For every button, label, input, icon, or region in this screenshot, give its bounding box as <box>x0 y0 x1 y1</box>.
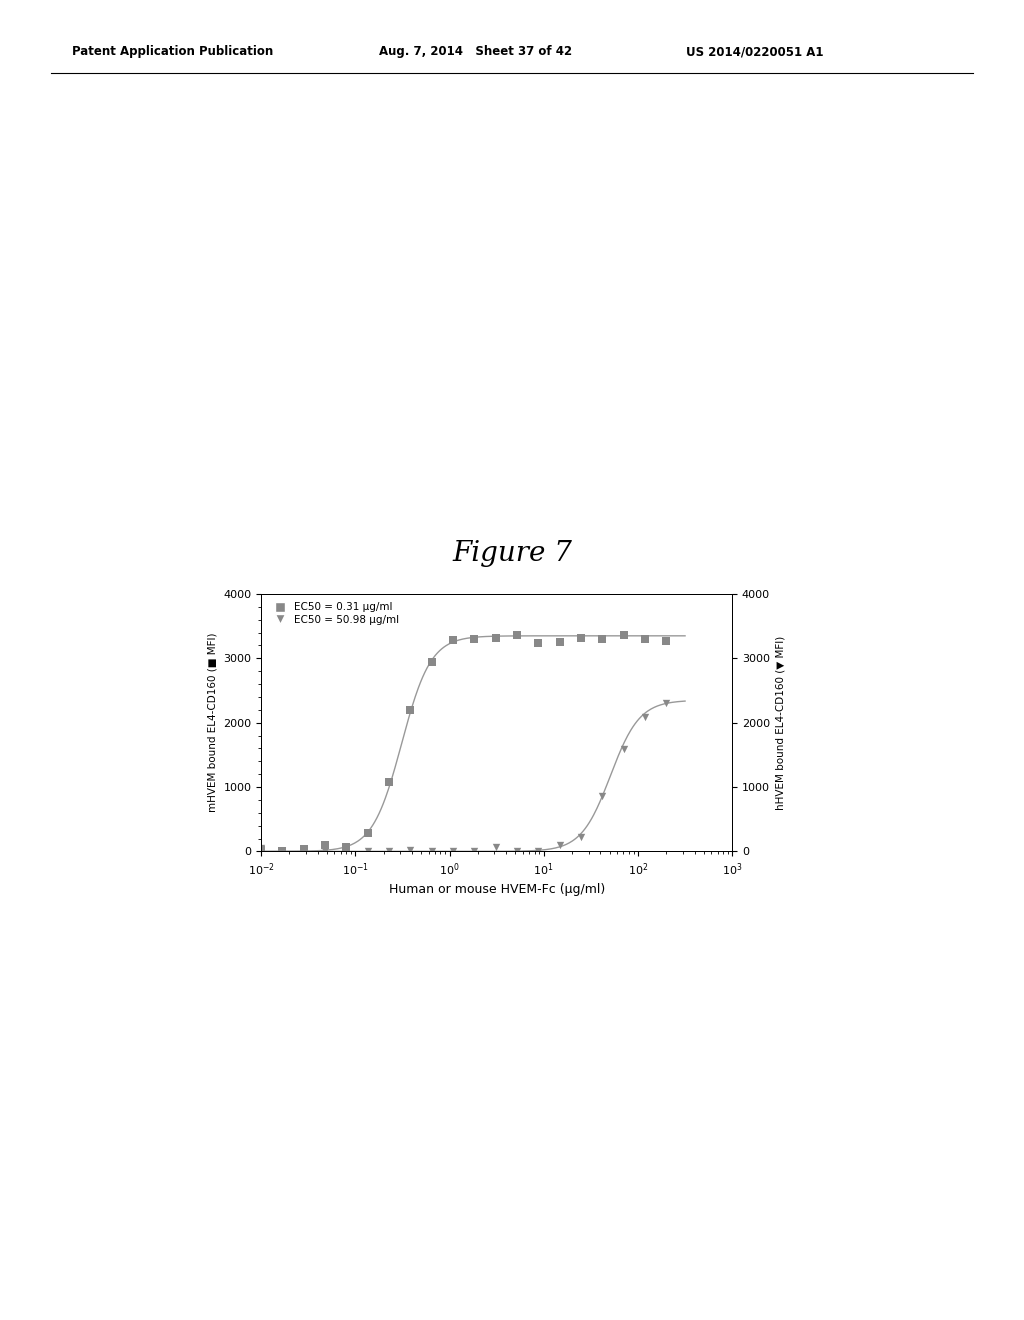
Point <box>637 706 653 727</box>
X-axis label: Human or mouse HVEM-Fc (μg/ml): Human or mouse HVEM-Fc (μg/ml) <box>388 883 605 896</box>
Point <box>381 771 397 792</box>
Text: Aug. 7, 2014   Sheet 37 of 42: Aug. 7, 2014 Sheet 37 of 42 <box>379 45 572 58</box>
Point <box>359 822 376 843</box>
Point <box>594 785 610 807</box>
Point <box>424 841 440 862</box>
Point <box>509 841 525 862</box>
Point <box>572 627 589 648</box>
Point <box>338 837 354 858</box>
Point <box>487 627 504 648</box>
Point <box>530 632 547 653</box>
Text: Figure 7: Figure 7 <box>452 540 572 568</box>
Point <box>316 841 333 862</box>
Point <box>572 826 589 847</box>
Point <box>274 841 291 862</box>
Y-axis label: mHVEM bound EL4-CD160 (■ MFI): mHVEM bound EL4-CD160 (■ MFI) <box>208 634 218 812</box>
Point <box>316 834 333 855</box>
Point <box>466 841 482 862</box>
Y-axis label: hHVEM bound EL4-CD160 (▼ MFI): hHVEM bound EL4-CD160 (▼ MFI) <box>775 635 785 810</box>
Point <box>381 841 397 862</box>
Text: Patent Application Publication: Patent Application Publication <box>72 45 273 58</box>
Point <box>637 628 653 649</box>
Point <box>615 738 632 759</box>
Point <box>594 628 610 649</box>
Point <box>296 838 312 859</box>
Legend: EC50 = 0.31 μg/ml, EC50 = 50.98 μg/ml: EC50 = 0.31 μg/ml, EC50 = 50.98 μg/ml <box>266 599 402 628</box>
Point <box>530 841 547 862</box>
Point <box>359 841 376 862</box>
Point <box>444 841 461 862</box>
Point <box>466 628 482 649</box>
Point <box>487 836 504 857</box>
Point <box>658 693 675 714</box>
Point <box>509 624 525 645</box>
Point <box>253 837 269 858</box>
Point <box>444 630 461 651</box>
Point <box>274 841 291 862</box>
Point <box>424 651 440 672</box>
Point <box>338 841 354 862</box>
Point <box>296 841 312 862</box>
Point <box>615 624 632 645</box>
Point <box>551 631 567 652</box>
Point <box>402 700 419 721</box>
Text: US 2014/0220051 A1: US 2014/0220051 A1 <box>686 45 823 58</box>
Point <box>253 840 269 861</box>
Point <box>551 834 567 855</box>
Point <box>402 840 419 861</box>
Point <box>658 630 675 651</box>
